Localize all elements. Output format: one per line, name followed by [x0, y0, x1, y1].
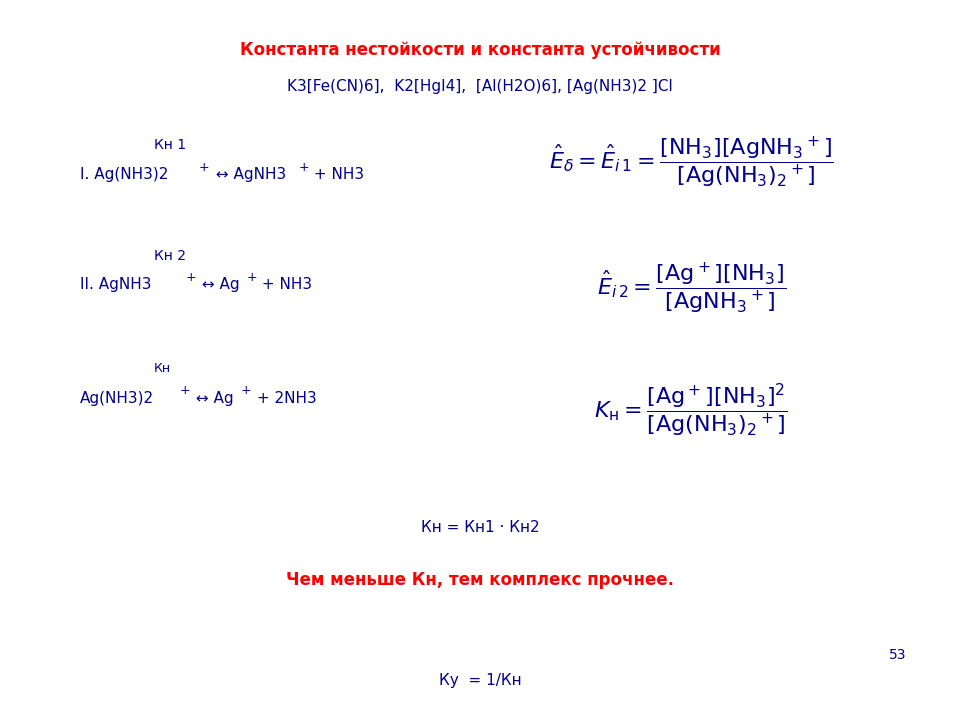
Text: $\hat{E}_{\delta} = \hat{E}_{i\,1} = \dfrac{[\mathrm{NH_3}][\mathrm{AgNH_3}^+]}{: $\hat{E}_{\delta} = \hat{E}_{i\,1} = \df…: [549, 134, 833, 190]
Text: Константа нестойкости и константа устойчивости: Константа нестойкости и константа устойч…: [240, 41, 720, 59]
Text: II. AgNH3: II. AgNH3: [80, 277, 151, 292]
Text: +: +: [199, 161, 209, 174]
Text: Ку  = 1/Кн: Ку = 1/Кн: [439, 673, 521, 688]
Text: + NH3: + NH3: [309, 167, 364, 181]
Text: I. Ag(NH3)2: I. Ag(NH3)2: [80, 167, 168, 181]
Text: +: +: [247, 271, 257, 284]
Text: Чем меньше Кн, тем комплекс прочнее.: Чем меньше Кн, тем комплекс прочнее.: [286, 570, 674, 589]
Text: $K_{\text{н}} = \dfrac{[\mathrm{Ag}^+][\mathrm{NH_3}]^2}{[\mathrm{Ag(NH_3)_2}^+]: $K_{\text{н}} = \dfrac{[\mathrm{Ag}^+][\…: [594, 382, 788, 439]
Text: + 2NH3: + 2NH3: [252, 391, 316, 405]
Text: +: +: [299, 161, 309, 174]
Text: $\hat{E}_{i\,2} = \dfrac{[\mathrm{Ag}^+][\mathrm{NH_3}]}{[\mathrm{AgNH_3}^+]}$: $\hat{E}_{i\,2} = \dfrac{[\mathrm{Ag}^+]…: [597, 260, 785, 316]
Text: Ag(NH3)2: Ag(NH3)2: [80, 391, 154, 405]
Text: Кн 2: Кн 2: [154, 249, 185, 264]
Text: Кн = Кн1 · Кн2: Кн = Кн1 · Кн2: [420, 520, 540, 534]
Text: + NH3: + NH3: [257, 277, 312, 292]
Text: +: +: [185, 271, 196, 284]
Text: ↔ AgNH3: ↔ AgNH3: [211, 167, 286, 181]
Text: Кн 1: Кн 1: [154, 138, 185, 153]
Text: 53: 53: [889, 648, 906, 662]
Text: +: +: [241, 384, 252, 397]
Text: +: +: [180, 384, 190, 397]
Text: K3[Fe(CN)6],  K2[HgI4],  [Al(H2O)6], [Ag(NH3)2 ]Cl: K3[Fe(CN)6], K2[HgI4], [Al(H2O)6], [Ag(N…: [287, 79, 673, 94]
Text: Кн: Кн: [154, 362, 171, 375]
Text: ↔ Ag: ↔ Ag: [191, 391, 233, 405]
Text: ↔ Ag: ↔ Ag: [197, 277, 239, 292]
